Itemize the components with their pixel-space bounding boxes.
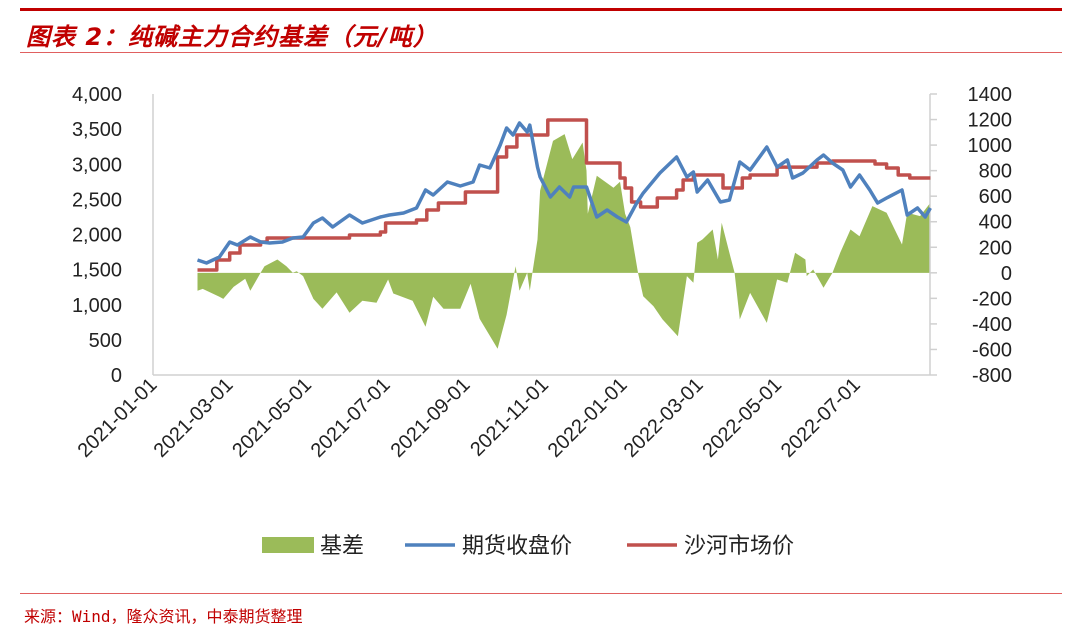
source-note: 来源：Wind，隆众资讯，中泰期货整理 (24, 607, 303, 626)
x-tick-label: 2022-03-01 (620, 374, 708, 462)
chart-title: 图表 2：纯碱主力合约基差（元/吨） (26, 23, 438, 51)
x-tick-label: 2021-03-01 (150, 374, 238, 462)
x-tick-label: 2021-09-01 (387, 374, 475, 462)
y2-tick-label: 1400 (968, 84, 1013, 106)
y2-tick-label: -800 (972, 365, 1012, 387)
x-tick-label: 2021-05-01 (228, 374, 316, 462)
y2-tick-label: -200 (972, 288, 1012, 310)
top-rule (20, 8, 1062, 11)
y-tick-label: 2,000 (72, 225, 122, 247)
x-tick-label: 2021-07-01 (307, 374, 395, 462)
futures-close-line (196, 121, 932, 265)
title-underline (20, 52, 1062, 53)
x-tick-label: 2022-01-01 (544, 374, 632, 462)
bottom-rule (20, 593, 1062, 594)
y-tick-label: 2,500 (72, 189, 122, 211)
legend-swatch-basis (262, 537, 314, 553)
legend-label-futures: 期货收盘价 (462, 534, 572, 559)
y-tick-label: 1,500 (72, 260, 122, 282)
y2-tick-label: 1000 (968, 135, 1013, 157)
x-tick-label: 2022-07-01 (777, 374, 865, 462)
legend: 基差 期货收盘价 沙河市场价 (262, 534, 794, 559)
x-tick-label: 2022-05-01 (698, 374, 786, 462)
y-tick-label: 3,500 (72, 119, 122, 141)
y2-tick-label: -400 (972, 314, 1012, 336)
x-tick-label: 2021-11-01 (466, 374, 553, 461)
y-tick-label: 3,000 (72, 154, 122, 176)
y-tick-label: 4,000 (72, 84, 122, 106)
y2-tick-label: 0 (1001, 263, 1012, 285)
y2-tick-label: 600 (979, 186, 1012, 208)
y-tick-label: 0 (111, 365, 122, 387)
spot-price-line (197, 118, 931, 272)
y2-tick-label: 400 (979, 212, 1012, 234)
y2-tick-label: -600 (972, 339, 1012, 361)
x-tick-label: 2021-01-01 (74, 374, 162, 462)
y2-tick-label: 1200 (968, 110, 1013, 132)
legend-label-basis: 基差 (320, 534, 364, 559)
legend-label-spot: 沙河市场价 (684, 534, 794, 559)
basis-area (197, 134, 931, 349)
y-tick-label: 1,000 (72, 295, 122, 317)
y2-tick-label: 800 (979, 161, 1012, 183)
y2-tick-label: 200 (979, 237, 1012, 259)
y-tick-label: 500 (89, 330, 122, 352)
